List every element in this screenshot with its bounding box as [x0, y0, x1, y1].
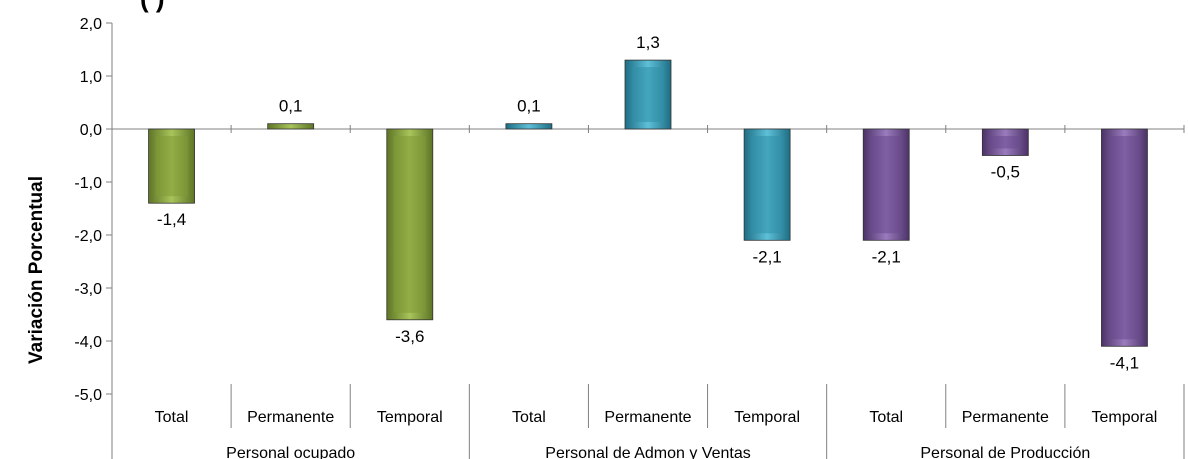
y-tick-label: 0,0	[80, 122, 102, 139]
category-label: Temporal	[734, 409, 800, 426]
data-label: -2,1	[872, 247, 901, 266]
y-tick-label: -5,0	[74, 387, 102, 404]
group-label: Personal de Admon y Ventas	[545, 445, 750, 459]
bar-body	[505, 123, 553, 130]
bar	[862, 128, 910, 241]
bar-bevel	[870, 136, 903, 234]
y-tick-label: -3,0	[74, 281, 102, 298]
y-tick-label: -1,0	[74, 175, 102, 192]
bar	[743, 128, 791, 241]
data-label: -0,5	[991, 163, 1020, 182]
category-label: Permanente	[247, 409, 334, 426]
bars	[148, 59, 1148, 347]
group-label: Personal ocupado	[226, 445, 355, 459]
category-label: Total	[512, 409, 546, 426]
category-label: Permanente	[604, 409, 691, 426]
chart-title-fragment: ( )	[140, 0, 165, 13]
bar-bevel	[751, 136, 784, 234]
group-label: Personal de Producción	[920, 445, 1090, 459]
bar-bevel	[1108, 136, 1141, 340]
data-label: 0,1	[517, 97, 541, 116]
data-label: -4,1	[1110, 353, 1139, 372]
category-label: Permanente	[962, 409, 1049, 426]
labels: 2,0 1,0 0,0 -1,0 -2,0 -3,0 -4,0 -5,0 -1,4 Total 0,…	[74, 16, 1157, 459]
bar	[624, 59, 672, 130]
category-label: Temporal	[377, 409, 443, 426]
bar-body	[267, 123, 315, 130]
data-label: 0,1	[279, 97, 303, 116]
y-tick-label: -2,0	[74, 228, 102, 245]
bar	[981, 128, 1029, 156]
bar-bevel	[632, 67, 664, 122]
category-label: Total	[155, 409, 189, 426]
bar-bevel	[155, 136, 188, 197]
bar	[267, 123, 315, 130]
data-label: -3,6	[395, 327, 424, 346]
y-axis-label: Variación Porcentual	[26, 176, 47, 364]
category-label: Total	[869, 409, 903, 426]
y-tick-label: -4,0	[74, 334, 102, 351]
bar-bevel	[393, 136, 426, 313]
bar	[1101, 128, 1148, 347]
bar	[505, 123, 553, 130]
data-label: 1,3	[636, 33, 660, 52]
category-label: Temporal	[1092, 409, 1158, 426]
bar-bevel	[989, 136, 1022, 149]
y-tick-label: 1,0	[80, 69, 102, 86]
bar	[148, 128, 195, 204]
data-label: -2,1	[752, 247, 781, 266]
y-tick-label: 2,0	[80, 16, 102, 33]
data-label: -1,4	[157, 210, 186, 229]
bar	[386, 128, 434, 321]
